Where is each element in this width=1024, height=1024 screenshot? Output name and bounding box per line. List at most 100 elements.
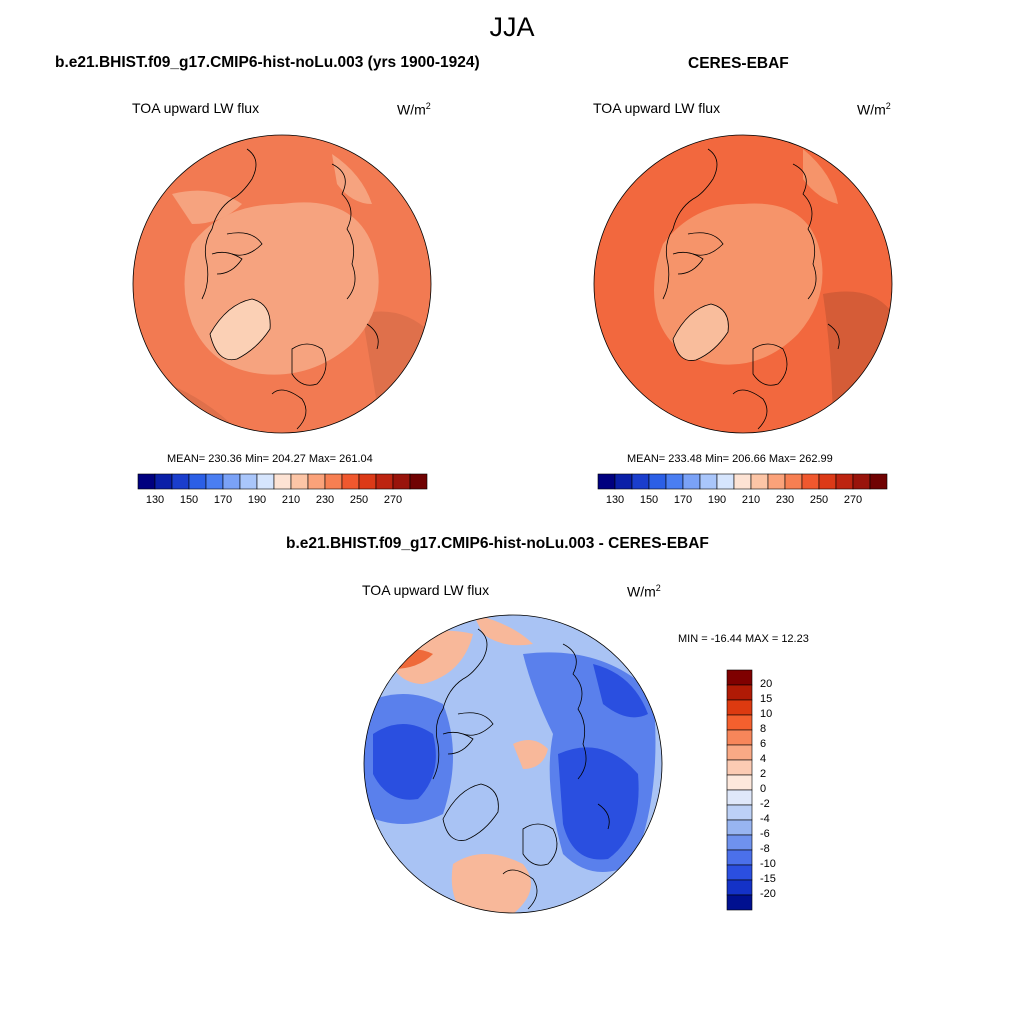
- colorbar-tick-label: -6: [760, 828, 770, 840]
- colorbar-swatch: [726, 699, 753, 716]
- colorbar-swatch: [137, 473, 156, 490]
- model-field-patch-nw: [172, 190, 242, 224]
- colorbar-tick-label: 6: [760, 738, 767, 750]
- model-field-warm-se: [362, 311, 431, 433]
- colorbar-swatch: [726, 864, 753, 881]
- difference-colorbar-ticks: 20 15 10 8 6 4 2 0 -2 -4 -6 -8 -10 -15 -20: [760, 670, 800, 910]
- difference-field-cold-northeast: [593, 664, 648, 718]
- colorbar-swatch: [726, 759, 753, 776]
- difference-field-warm-south: [451, 854, 531, 913]
- obs-variable-label: TOA upward LW flux: [593, 100, 721, 116]
- obs-stats: MEAN= 233.48 Min= 206.66 Max= 262.99: [627, 453, 833, 465]
- difference-panel-title: b.e21.BHIST.f09_g17.CMIP6-hist-noLu.003 …: [286, 535, 709, 552]
- colorbar-swatch: [188, 473, 207, 490]
- obs-field-patch-ne: [803, 149, 838, 204]
- colorbar-tick-label: 270: [843, 494, 863, 506]
- obs-coastlines: [662, 148, 840, 430]
- colorbar-swatch: [726, 744, 753, 761]
- colorbar-swatch: [726, 684, 753, 701]
- colorbar-tick-label: 270: [383, 494, 403, 506]
- colorbar-swatch: [835, 473, 854, 490]
- difference-colorbar: [726, 669, 753, 911]
- colorbar-swatch: [869, 473, 888, 490]
- colorbar-swatch: [375, 473, 394, 490]
- colorbar-tick-label: -8: [760, 843, 770, 855]
- season-title: JJA: [489, 12, 535, 42]
- colorbar-swatch: [716, 473, 735, 490]
- model-variable-label: TOA upward LW flux: [132, 100, 260, 116]
- colorbar-tick-label: 130: [605, 494, 625, 506]
- colorbar-swatch: [307, 473, 326, 490]
- colorbar-swatch: [341, 473, 360, 490]
- colorbar-tick-label: 210: [281, 494, 301, 506]
- obs-field-greenland: [673, 304, 729, 361]
- colorbar-tick-label: 170: [673, 494, 693, 506]
- colorbar-swatch: [648, 473, 667, 490]
- model-coastlines: [201, 148, 379, 430]
- colorbar-swatch: [324, 473, 343, 490]
- colorbar-swatch: [726, 729, 753, 746]
- colorbar-tick-label: 250: [349, 494, 369, 506]
- colorbar-swatch: [256, 473, 275, 490]
- colorbar-tick-label: 230: [315, 494, 335, 506]
- colorbar-swatch: [726, 894, 753, 911]
- colorbar-swatch: [171, 473, 190, 490]
- colorbar-tick-label: 8: [760, 723, 767, 735]
- difference-field-cold-west: [373, 724, 436, 800]
- colorbar-tick-label: -2: [760, 798, 770, 810]
- colorbar-tick-label: 15: [760, 693, 773, 705]
- colorbar-tick-label: 0: [760, 783, 767, 795]
- obs-field-warm-se: [823, 291, 892, 433]
- colorbar-tick-label: 150: [179, 494, 199, 506]
- colorbar-swatch: [290, 473, 309, 490]
- colorbar-swatch: [852, 473, 871, 490]
- colorbar-swatch: [205, 473, 224, 490]
- colorbar-tick-label: 190: [247, 494, 267, 506]
- colorbar-tick-label: -20: [760, 888, 776, 900]
- colorbar-swatch: [154, 473, 173, 490]
- colorbar-swatch: [733, 473, 752, 490]
- difference-unit-label: W/m2: [627, 583, 661, 600]
- colorbar-tick-label: 210: [741, 494, 761, 506]
- model-panel-title: b.e21.BHIST.f09_g17.CMIP6-hist-noLu.003 …: [55, 54, 480, 71]
- colorbar-swatch: [726, 789, 753, 806]
- colorbar-swatch: [726, 804, 753, 821]
- difference-coastlines: [432, 628, 610, 910]
- colorbar-swatch: [818, 473, 837, 490]
- model-stats: MEAN= 230.36 Min= 204.27 Max= 261.04: [167, 453, 373, 465]
- colorbar-tick-label: 170: [213, 494, 233, 506]
- model-map-border: [132, 134, 432, 434]
- colorbar-tick-label: 4: [760, 753, 767, 765]
- colorbar-swatch: [409, 473, 428, 490]
- colorbar-swatch: [801, 473, 820, 490]
- obs-colorbar: [597, 473, 888, 490]
- colorbar-swatch: [222, 473, 241, 490]
- colorbar-swatch: [726, 819, 753, 836]
- colorbar-swatch: [273, 473, 292, 490]
- colorbar-swatch: [358, 473, 377, 490]
- model-colorbar: [137, 473, 428, 490]
- colorbar-tick-label: 230: [775, 494, 795, 506]
- difference-stats: MIN = -16.44 MAX = 12.23: [678, 633, 809, 645]
- colorbar-swatch: [726, 834, 753, 851]
- colorbar-swatch: [682, 473, 701, 490]
- colorbar-swatch: [726, 714, 753, 731]
- colorbar-swatch: [767, 473, 786, 490]
- colorbar-tick-label: -10: [760, 858, 776, 870]
- difference-map-border: [363, 614, 663, 914]
- model-unit-label: W/m2: [397, 101, 431, 118]
- colorbar-tick-label: 2: [760, 768, 767, 780]
- obs-polar-map: [593, 134, 893, 434]
- difference-polar-map: [363, 614, 663, 914]
- difference-field-warm-north: [473, 615, 533, 646]
- model-polar-map: [132, 134, 432, 434]
- colorbar-swatch: [726, 879, 753, 896]
- difference-field-warm-pole: [513, 740, 548, 769]
- colorbar-swatch: [631, 473, 650, 490]
- colorbar-tick-label: 250: [809, 494, 829, 506]
- obs-unit-label: W/m2: [857, 101, 891, 118]
- colorbar-swatch: [750, 473, 769, 490]
- colorbar-swatch: [597, 473, 616, 490]
- model-field-patch-ne: [332, 154, 372, 204]
- difference-field-cold-east: [558, 747, 639, 860]
